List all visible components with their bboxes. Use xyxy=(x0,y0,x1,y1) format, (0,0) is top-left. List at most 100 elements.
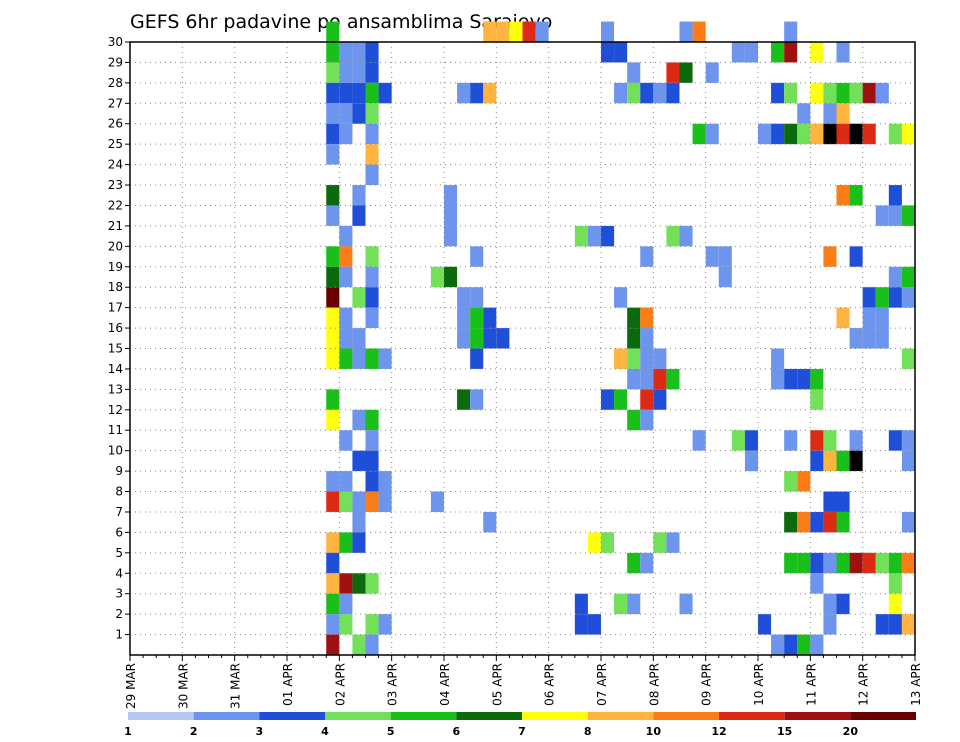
heatmap-cell xyxy=(771,123,785,145)
heatmap-cell xyxy=(823,430,837,451)
heatmap-cell xyxy=(574,593,588,615)
heatmap-cell xyxy=(758,614,772,635)
heatmap-cell xyxy=(326,307,340,329)
y-tick-label: 13 xyxy=(108,382,123,396)
heatmap-cell xyxy=(352,573,366,594)
heatmap-cell xyxy=(457,287,471,308)
heatmap-cell xyxy=(888,430,902,451)
heatmap-cell xyxy=(339,246,353,267)
colorbar-label: 8 xyxy=(584,725,592,738)
heatmap-cell xyxy=(692,21,706,42)
heatmap-cell xyxy=(365,246,379,267)
y-tick-label: 11 xyxy=(108,423,123,437)
y-tick-label: 12 xyxy=(108,403,123,417)
heatmap-cell xyxy=(849,430,863,451)
heatmap-cell xyxy=(326,144,340,165)
heatmap-cell xyxy=(888,185,902,206)
heatmap-cell xyxy=(653,82,667,104)
heatmap-cell xyxy=(352,511,366,533)
heatmap-cell xyxy=(326,205,340,226)
heatmap-cell xyxy=(614,287,628,308)
heatmap-cell xyxy=(888,123,902,145)
y-tick-label: 29 xyxy=(108,55,123,69)
colorbar-label: 4 xyxy=(321,725,329,738)
heatmap-cell xyxy=(365,123,379,145)
heatmap-cell xyxy=(574,225,588,247)
heatmap-cell xyxy=(326,185,340,206)
heatmap-cell xyxy=(823,593,837,615)
heatmap-cell xyxy=(365,266,379,288)
heatmap-cell xyxy=(810,389,824,410)
heatmap-cell xyxy=(888,573,902,594)
heatmap-cell xyxy=(875,205,889,226)
heatmap-cell xyxy=(744,430,758,451)
heatmap-cell xyxy=(888,552,902,574)
heatmap-cell xyxy=(326,328,340,349)
heatmap-cell xyxy=(771,634,785,655)
heatmap-cell xyxy=(849,552,863,574)
heatmap-cell xyxy=(627,328,641,349)
heatmap-cell xyxy=(365,573,379,594)
heatmap-cell xyxy=(758,123,772,145)
colorbar-swatch xyxy=(719,712,785,720)
heatmap-cell xyxy=(640,409,654,431)
heatmap-cell xyxy=(444,185,458,206)
x-tick-label: 30 MAR xyxy=(176,663,190,709)
heatmap-cell xyxy=(352,348,366,369)
heatmap-cell xyxy=(470,348,484,369)
heatmap-cell xyxy=(823,246,837,267)
heatmap-cell xyxy=(326,614,340,635)
heatmap-cell xyxy=(810,430,824,451)
y-tick-label: 24 xyxy=(108,158,123,172)
colorbar-swatch xyxy=(653,712,719,720)
heatmap-cell xyxy=(614,593,628,615)
heatmap-cell xyxy=(483,307,497,329)
heatmap-cells xyxy=(326,21,915,655)
heatmap-cell xyxy=(352,409,366,431)
heatmap-cell xyxy=(836,552,850,574)
heatmap-cell xyxy=(784,42,798,63)
x-tick-label: 12 APR xyxy=(857,663,871,706)
heatmap-cell xyxy=(653,389,667,410)
heatmap-cell xyxy=(901,266,915,288)
heatmap-cell xyxy=(875,82,889,104)
y-tick-label: 3 xyxy=(115,587,123,601)
heatmap-cell xyxy=(365,42,379,63)
colorbar-swatch xyxy=(456,712,522,720)
heatmap-cell xyxy=(339,103,353,124)
heatmap-cell xyxy=(339,62,353,83)
heatmap-cell xyxy=(836,511,850,533)
heatmap-cell xyxy=(627,409,641,431)
x-tick-label: 08 APR xyxy=(647,663,661,706)
heatmap-cell xyxy=(640,552,654,574)
heatmap-cell xyxy=(326,62,340,83)
heatmap-cell xyxy=(326,82,340,104)
colorbar-label: 15 xyxy=(777,725,792,738)
heatmap-cell xyxy=(875,287,889,308)
heatmap-cell xyxy=(470,389,484,410)
heatmap-cell xyxy=(378,471,392,492)
y-tick-label: 8 xyxy=(115,485,123,499)
y-tick-label: 14 xyxy=(108,362,123,376)
y-tick-label: 28 xyxy=(108,76,123,90)
heatmap-cell xyxy=(797,123,811,145)
heatmap-cell xyxy=(326,103,340,124)
heatmap-cell xyxy=(836,450,850,472)
heatmap-cell xyxy=(627,593,641,615)
heatmap-cell xyxy=(679,593,693,615)
heatmap-cell xyxy=(653,368,667,390)
colorbar-label: 12 xyxy=(711,725,726,738)
heatmap-cell xyxy=(810,82,824,104)
heatmap-cell xyxy=(823,552,837,574)
x-tick-label: 31 MAR xyxy=(229,663,243,709)
y-tick-label: 25 xyxy=(108,137,123,151)
heatmap-cell xyxy=(640,368,654,390)
heatmap-cell xyxy=(365,144,379,165)
y-tick-label: 2 xyxy=(115,607,123,621)
heatmap-cell xyxy=(339,491,353,512)
y-tick-label: 16 xyxy=(108,321,123,335)
y-tick-label: 18 xyxy=(108,280,123,294)
heatmap-cell xyxy=(627,82,641,104)
heatmap-cell xyxy=(614,348,628,369)
heatmap-cell xyxy=(823,450,837,472)
